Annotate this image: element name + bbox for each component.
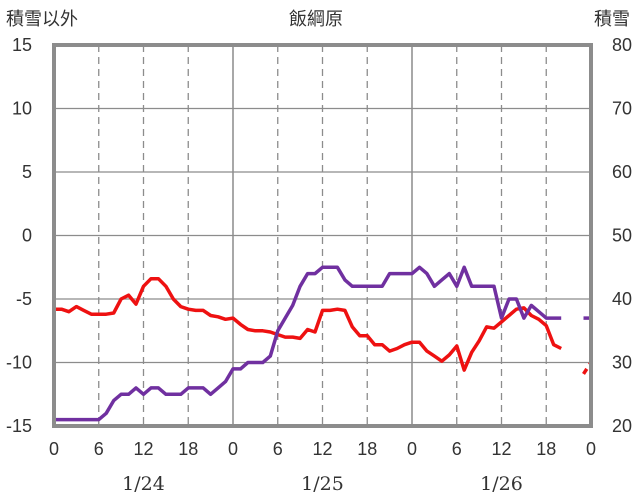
left-tick-label: 5 [22,162,32,182]
right-tick-label: 60 [612,162,632,182]
x-tick-label: 6 [273,439,283,459]
x-tick-label: 6 [452,439,462,459]
right-tick-label: 20 [612,416,632,436]
left-tick-label: 0 [22,226,32,246]
right-tick-label: 30 [612,353,632,373]
x-tick-label: 18 [178,439,198,459]
left-tick-label: -10 [6,353,32,373]
date-label: 1/26 [480,473,523,495]
x-tick-label: 0 [407,439,417,459]
chart-title: 飯綱原 [289,9,343,30]
left-tick-label: -5 [16,289,32,309]
temperature-line [54,276,562,372]
right-tick-label: 80 [612,35,632,55]
x-tick-label: 18 [357,439,377,459]
snow-depth-line [54,265,562,422]
x-tick-label: 0 [586,439,596,459]
x-tick-label: 0 [228,439,238,459]
left-tick-label: 10 [12,99,32,119]
left-tick-label: 15 [12,35,32,55]
plot-frame [52,43,593,428]
date-label: 1/25 [301,473,344,495]
x-tick-label: 12 [312,439,332,459]
right-tick-label: 40 [612,289,632,309]
x-tick-label: 12 [133,439,153,459]
right-tick-label: 50 [612,226,632,246]
grid [54,45,591,426]
left-axis-title: 積雪以外 [6,9,78,30]
left-tick-label: -15 [6,416,32,436]
x-tick-label: 18 [536,439,556,459]
date-label: 1/24 [122,473,165,495]
x-tick-label: 12 [491,439,511,459]
x-tick-label: 0 [49,439,59,459]
right-tick-label: 70 [612,99,632,119]
right-axis-title: 積雪 [594,9,630,30]
x-tick-label: 6 [94,439,104,459]
